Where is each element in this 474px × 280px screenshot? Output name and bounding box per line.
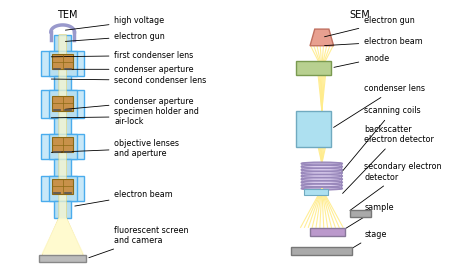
Text: SEM: SEM: [349, 10, 370, 20]
Bar: [296, 61, 331, 75]
Text: TEM: TEM: [57, 10, 78, 20]
Bar: [304, 188, 328, 195]
Bar: [52, 96, 73, 111]
Bar: [54, 201, 71, 218]
Text: sample: sample: [343, 203, 394, 230]
Bar: [39, 255, 86, 262]
Bar: [54, 118, 71, 134]
Bar: [54, 35, 71, 51]
Text: electron beam: electron beam: [75, 190, 173, 206]
Bar: [54, 159, 71, 176]
FancyBboxPatch shape: [302, 163, 342, 189]
Text: anode: anode: [334, 54, 389, 67]
Bar: [41, 51, 84, 76]
Bar: [48, 90, 77, 118]
Text: condenser aperture: condenser aperture: [65, 65, 194, 74]
Text: electron beam: electron beam: [325, 37, 423, 46]
Text: condenser aperture: condenser aperture: [65, 97, 194, 109]
Text: condenser lens: condenser lens: [334, 84, 425, 127]
Bar: [52, 179, 73, 194]
Text: electron gun: electron gun: [325, 16, 415, 37]
Polygon shape: [41, 218, 84, 254]
Bar: [291, 247, 353, 255]
Text: first condenser lens: first condenser lens: [51, 51, 194, 60]
Bar: [310, 228, 346, 236]
Bar: [41, 176, 84, 201]
Polygon shape: [310, 29, 334, 46]
Text: scanning coils: scanning coils: [342, 106, 421, 171]
Bar: [41, 90, 84, 118]
Text: fluorescent screen
and camera: fluorescent screen and camera: [89, 226, 189, 258]
Text: secondary electron
detector: secondary electron detector: [350, 162, 442, 211]
Bar: [48, 134, 77, 159]
Polygon shape: [41, 35, 84, 256]
Bar: [48, 176, 77, 201]
Bar: [296, 111, 331, 147]
Bar: [350, 210, 371, 217]
Text: electron gun: electron gun: [65, 32, 165, 41]
Text: objective lenses
and aperture: objective lenses and aperture: [51, 139, 180, 158]
Bar: [41, 134, 84, 159]
Text: specimen holder and
air-lock: specimen holder and air-lock: [51, 107, 200, 126]
Text: high voltage: high voltage: [65, 16, 164, 30]
Text: second condenser lens: second condenser lens: [51, 76, 207, 85]
Bar: [52, 137, 73, 153]
Bar: [54, 76, 71, 90]
Text: backscatter
electron detector: backscatter electron detector: [343, 125, 434, 193]
Bar: [52, 54, 73, 69]
Bar: [48, 51, 77, 76]
Text: stage: stage: [350, 230, 387, 249]
